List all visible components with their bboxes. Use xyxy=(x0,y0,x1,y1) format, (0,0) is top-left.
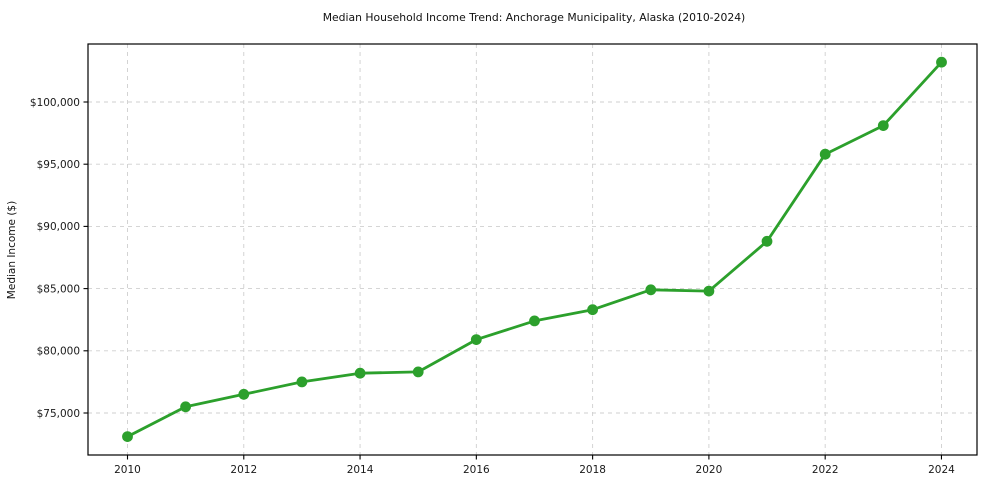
data-point xyxy=(877,120,889,131)
data-point xyxy=(819,148,831,160)
data-point xyxy=(587,304,598,316)
data-point xyxy=(761,235,773,247)
x-tick-label: 2016 xyxy=(463,464,490,476)
data-point xyxy=(296,376,308,388)
y-tick-label: $85,000 xyxy=(37,283,80,295)
x-tick-label: 2014 xyxy=(347,464,374,476)
y-axis-label: Median Income ($) xyxy=(6,201,18,299)
data-point xyxy=(412,366,424,378)
y-tick-label: $75,000 xyxy=(37,408,80,420)
data-point xyxy=(470,334,482,345)
x-tick-label: 2010 xyxy=(114,464,141,476)
data-point xyxy=(703,285,715,297)
trend-line xyxy=(126,60,943,438)
tick-layer: 2010 2012 2014 2016 2018 2020 2022 2024 $75,000 $… xyxy=(30,97,955,476)
y-tick-label: $80,000 xyxy=(37,346,80,358)
plot-border xyxy=(87,43,978,456)
y-tick-label: $100,000 xyxy=(30,97,80,109)
data-point xyxy=(354,367,366,379)
y-tick-label: $95,000 xyxy=(37,159,80,171)
data-point xyxy=(529,315,540,327)
x-tick-label: 2022 xyxy=(812,464,839,476)
data-series-layer xyxy=(122,56,947,442)
data-point xyxy=(645,284,657,296)
y-tick-label: $90,000 xyxy=(37,221,80,233)
x-tick-label: 2020 xyxy=(696,464,723,476)
chart-title: Median Household Income Trend: Anchorage… xyxy=(323,11,746,24)
x-tick-label: 2018 xyxy=(579,464,606,476)
data-point xyxy=(238,388,250,400)
grid-layer xyxy=(88,44,977,455)
x-tick-label: 2012 xyxy=(230,464,257,476)
data-point xyxy=(122,431,133,442)
data-point xyxy=(180,401,192,413)
x-tick-label: 2024 xyxy=(928,464,955,476)
data-point xyxy=(936,56,947,68)
